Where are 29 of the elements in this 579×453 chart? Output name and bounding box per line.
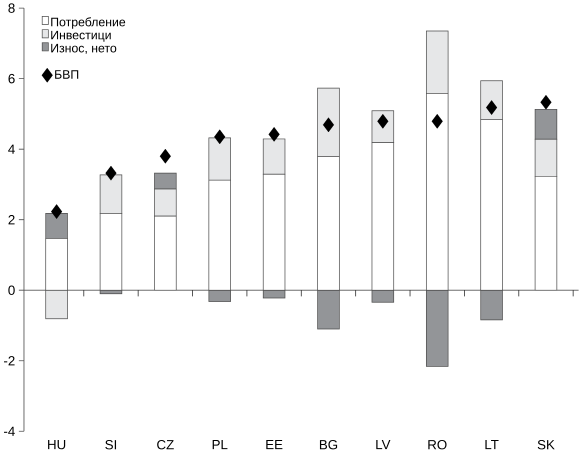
- y-tick-label: 4: [8, 144, 15, 154]
- point: [105, 166, 117, 181]
- y-tick-label: 0: [8, 286, 15, 296]
- point: [51, 204, 62, 220]
- x-tick-label: LV: [376, 440, 390, 450]
- y-tick-label: 8: [8, 3, 15, 13]
- legend-label: Износ, нето: [51, 44, 116, 54]
- y-tick-label: 2: [8, 215, 15, 224]
- point: [268, 127, 280, 142]
- x-tick-label: PL: [212, 440, 228, 450]
- point: [160, 148, 171, 164]
- point: [214, 130, 226, 144]
- x-tick-label: LT: [485, 440, 499, 450]
- x-tick-label: SK: [538, 440, 555, 450]
- x-tick-label: HU: [48, 440, 66, 450]
- x-tick-label: BG: [320, 440, 338, 450]
- legend-label: Потребление: [51, 17, 126, 29]
- x-tick-label: SI: [105, 440, 116, 450]
- point: [322, 118, 334, 132]
- legend-label: Инвестици: [51, 30, 111, 42]
- x-tick-label: RO: [428, 440, 447, 450]
- x-tick-label: CZ: [157, 440, 174, 450]
- y-tick-label: -4: [4, 426, 15, 436]
- y-tick-label: -2: [4, 356, 15, 366]
- y-tick-label: 6: [8, 74, 15, 84]
- legend-label: БВП: [55, 70, 78, 79]
- point: [540, 94, 552, 110]
- x-tick-label: EE: [266, 440, 282, 450]
- point: [432, 114, 443, 129]
